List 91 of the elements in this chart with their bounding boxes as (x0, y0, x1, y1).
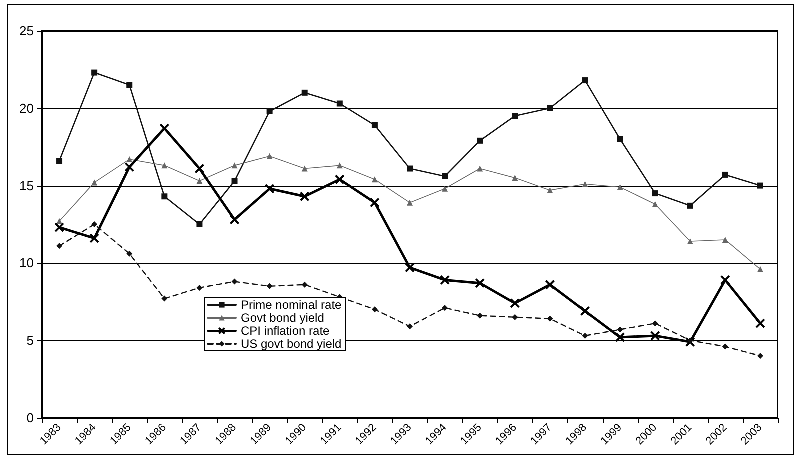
point (512, 175, 518, 182)
point (547, 316, 554, 322)
point (230, 214, 240, 225)
point (162, 296, 168, 302)
point (405, 262, 415, 273)
point (266, 108, 273, 114)
point (652, 320, 658, 327)
point (582, 181, 588, 188)
point (687, 338, 694, 344)
point (232, 178, 238, 184)
y-tick-label: 5 (26, 333, 34, 348)
point (617, 184, 624, 190)
point (300, 192, 310, 202)
point (407, 166, 413, 172)
point (92, 222, 98, 228)
point (126, 250, 133, 257)
point (652, 190, 658, 197)
point (372, 306, 378, 313)
point (477, 312, 484, 319)
point (547, 187, 554, 194)
point (90, 233, 100, 244)
point (580, 306, 590, 316)
point (442, 305, 448, 312)
point (512, 113, 518, 120)
point (92, 70, 98, 76)
legend-label: Govt bond yield (241, 311, 324, 325)
legend-label: Prime nominal rate (241, 298, 342, 312)
point (650, 330, 660, 341)
point (370, 198, 380, 208)
point (232, 162, 238, 169)
point (652, 201, 658, 208)
point (547, 105, 554, 112)
point (722, 172, 728, 178)
point (617, 326, 624, 333)
point (266, 153, 273, 160)
point (264, 184, 275, 194)
point (196, 222, 203, 228)
point (56, 243, 63, 250)
point (194, 164, 205, 174)
point (722, 344, 728, 350)
point (615, 332, 626, 343)
point (510, 298, 520, 308)
point (755, 318, 766, 329)
point (720, 275, 730, 286)
point (336, 162, 343, 169)
point (56, 158, 63, 164)
point (162, 162, 168, 169)
point (757, 182, 764, 189)
point (545, 280, 556, 290)
point (266, 283, 273, 290)
point (477, 166, 484, 172)
point (617, 136, 624, 142)
point (687, 202, 694, 209)
point (196, 284, 203, 291)
point (336, 100, 343, 107)
point (582, 78, 588, 84)
point (124, 162, 135, 172)
y-tick-label: 10 (20, 256, 34, 271)
point (302, 166, 308, 172)
point (126, 82, 133, 88)
legend-label: CPI inflation rate (241, 324, 330, 338)
y-tick-label: 15 (20, 178, 34, 194)
y-tick-label: 20 (20, 100, 34, 116)
point (757, 266, 764, 272)
point (475, 278, 486, 288)
point (302, 282, 308, 288)
point (440, 275, 450, 286)
point (126, 156, 133, 162)
point (302, 90, 308, 96)
y-tick-label: 25 (20, 24, 34, 38)
point (162, 194, 168, 200)
point (687, 238, 694, 245)
point (372, 176, 378, 183)
point (757, 353, 764, 360)
point (54, 222, 65, 233)
point (512, 314, 518, 320)
point (92, 180, 98, 186)
point (442, 186, 448, 192)
point (196, 178, 203, 184)
point (442, 174, 448, 180)
point (232, 278, 238, 285)
point (407, 324, 413, 330)
point (407, 200, 413, 206)
point (685, 337, 696, 348)
point (582, 332, 588, 339)
y-tick-label: 0 (26, 410, 34, 426)
point (722, 236, 728, 243)
legend-label: US govt bond yield (241, 337, 342, 351)
point (477, 138, 484, 144)
point (372, 122, 378, 128)
point (334, 174, 345, 185)
